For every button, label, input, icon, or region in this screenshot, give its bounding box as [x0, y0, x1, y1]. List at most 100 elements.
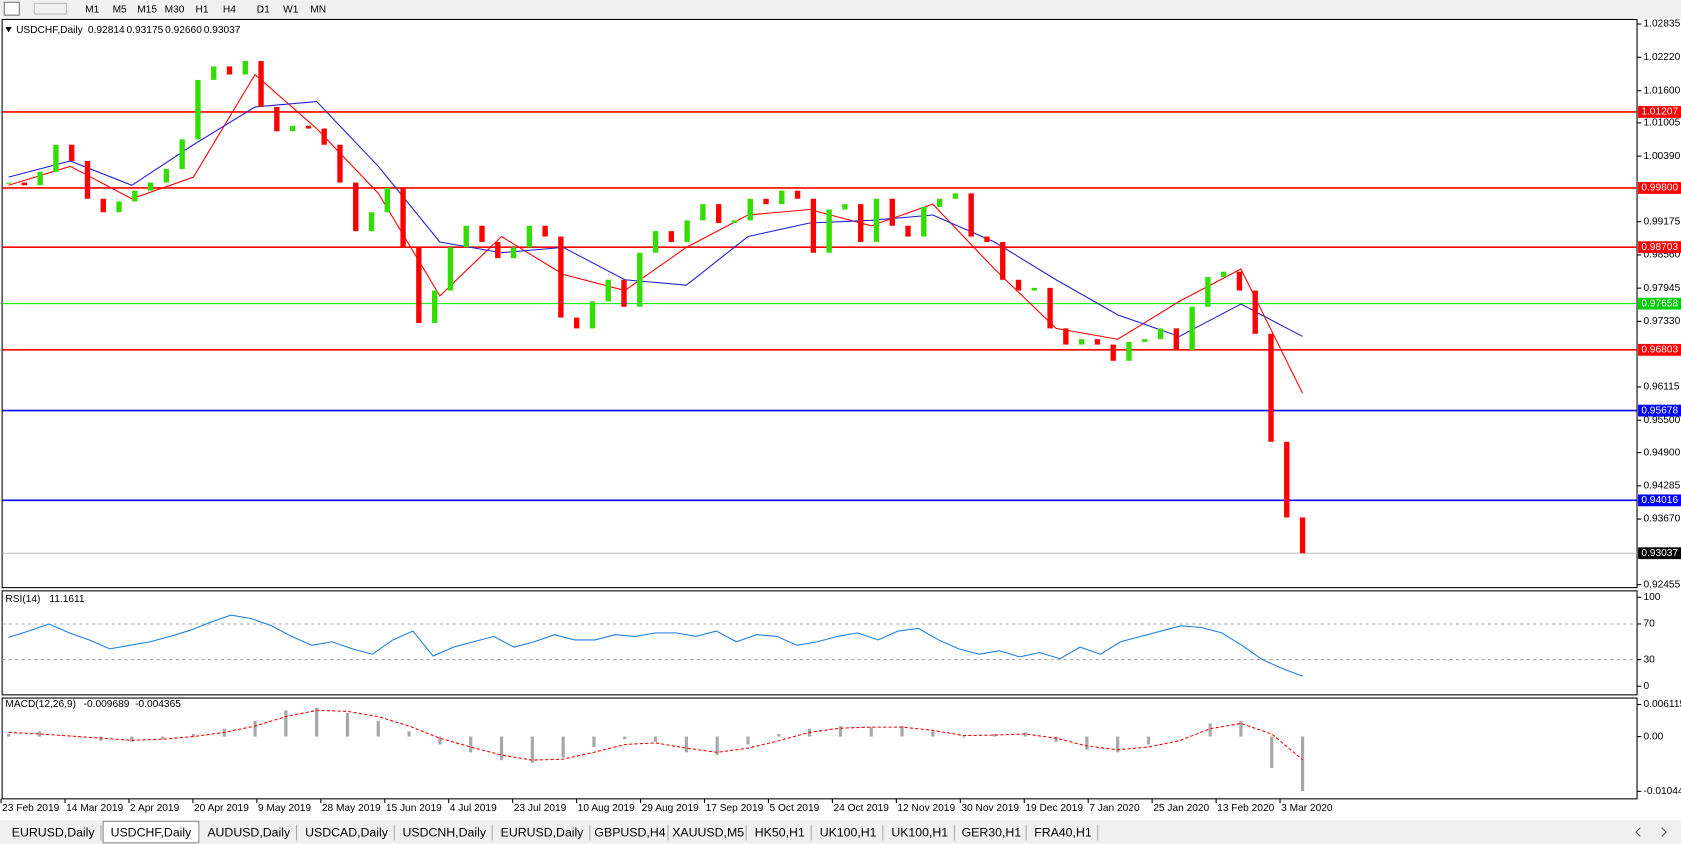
candle: [1094, 339, 1101, 345]
x-tick-label: 17 Sep 2019: [706, 803, 764, 814]
tab[interactable]: [200, 822, 297, 842]
y-tick-label: 0.93670: [1643, 514, 1680, 525]
tab-label[interactable]: FRA40,H1: [1034, 825, 1092, 839]
macd-bar: [1270, 736, 1274, 769]
macd-bar: [561, 736, 565, 758]
candle: [1126, 341, 1132, 361]
candle: [637, 252, 643, 307]
y-tick-label: 70: [1643, 619, 1655, 630]
timeframe-button[interactable]: M1: [85, 4, 99, 15]
tab-label[interactable]: USDCNH,Daily: [403, 825, 487, 839]
text-tool-icon[interactable]: [3, 1, 20, 16]
tab-scroll-left[interactable]: [1635, 827, 1641, 837]
tab[interactable]: [591, 822, 669, 842]
y-tick-label: 0.95500: [1643, 415, 1680, 426]
candle: [716, 204, 722, 224]
level-label-box: [1638, 182, 1681, 194]
candle: [589, 301, 596, 329]
macd-bar: [499, 736, 504, 761]
tab-label[interactable]: AUDUSD,Daily: [207, 825, 291, 839]
macd-bar: [438, 736, 442, 745]
timeframe-button[interactable]: D1: [257, 4, 270, 15]
macd-bar: [931, 731, 935, 737]
candle: [763, 198, 769, 205]
tab[interactable]: [956, 822, 1027, 842]
candle: [353, 182, 359, 232]
candle: [1173, 328, 1179, 350]
macd-bar: [1054, 736, 1058, 742]
candle: [163, 169, 170, 183]
timeframe-button[interactable]: W1: [283, 4, 299, 15]
tab-label[interactable]: UK100,H1: [820, 825, 877, 839]
candle: [147, 182, 154, 191]
tab[interactable]: [5, 822, 101, 842]
candle: [69, 144, 75, 161]
candle: [1189, 306, 1195, 350]
x-tick-label: 25 Jan 2020: [1153, 803, 1209, 814]
x-tick-label: 23 Jul 2019: [514, 803, 567, 814]
macd-bar: [6, 733, 11, 737]
macd-bar: [992, 733, 997, 737]
tab-label[interactable]: XAUUSD,M5: [672, 825, 744, 839]
macd-bar: [1116, 736, 1120, 753]
tab[interactable]: [494, 822, 590, 842]
x-tick-label: 29 Aug 2019: [642, 803, 699, 814]
macd-bar: [191, 733, 196, 737]
timeframe-button[interactable]: M15: [137, 4, 157, 15]
candle: [921, 206, 927, 237]
candle: [858, 204, 864, 242]
x-tick-label: 28 May 2019: [322, 803, 381, 814]
candle: [100, 198, 106, 213]
candle: [84, 160, 91, 199]
candle: [826, 209, 832, 253]
candle: [53, 144, 59, 172]
tab-label[interactable]: UK100,H1: [891, 825, 948, 839]
y-tick-label: 0.97945: [1643, 283, 1680, 294]
tab[interactable]: [813, 822, 883, 842]
candle: [5, 182, 12, 184]
tab-label[interactable]: USDCHF,Daily: [111, 825, 193, 839]
toolbar: [0, 0, 1681, 19]
macd-bar: [530, 736, 534, 763]
x-tick-label: 5 Oct 2019: [770, 803, 820, 814]
level-label-box: [1638, 404, 1681, 417]
line-tool-icon[interactable]: [33, 2, 68, 15]
tab[interactable]: [1028, 822, 1098, 842]
timeframe-button[interactable]: MN: [310, 4, 326, 15]
timeframe-button[interactable]: M5: [113, 4, 127, 15]
y-tick-label: -0.010441: [1643, 786, 1681, 797]
timeframe-button[interactable]: H1: [195, 4, 208, 15]
y-tick-label: 1.02220: [1643, 52, 1680, 63]
macd-bar: [653, 736, 658, 742]
tab[interactable]: [298, 822, 395, 842]
candle: [242, 61, 248, 75]
x-tick-label: 15 Jun 2019: [386, 803, 442, 814]
tab[interactable]: [670, 822, 747, 842]
candle: [431, 290, 438, 323]
macd-bar: [407, 731, 411, 737]
macd-bar: [284, 710, 288, 737]
tab[interactable]: [396, 822, 493, 842]
candle: [495, 241, 501, 259]
macd-bar: [1300, 736, 1305, 792]
tab[interactable]: [884, 822, 955, 842]
tab-label[interactable]: USDCAD,Daily: [305, 825, 389, 839]
candle: [1015, 279, 1022, 291]
tab[interactable]: [748, 822, 812, 842]
level-label: 0.95678: [1641, 405, 1678, 416]
timeframe-button[interactable]: H4: [223, 4, 236, 15]
candle: [132, 190, 138, 202]
candle: [558, 236, 564, 318]
tab-label[interactable]: EURUSD,Daily: [501, 825, 585, 839]
level-label: 0.94016: [1641, 495, 1678, 506]
y-tick-label: 0.96115: [1643, 382, 1679, 393]
tab-label[interactable]: GBPUSD,H4: [594, 825, 665, 839]
tab-scroll-right[interactable]: [1661, 827, 1667, 837]
timeframe-button[interactable]: M30: [165, 4, 185, 15]
tab-label[interactable]: HK50,H1: [755, 825, 805, 839]
y-tick-label: 0.00: [1643, 731, 1663, 742]
tab-label[interactable]: EURUSD,Daily: [12, 825, 96, 839]
level-label-box: [1638, 297, 1681, 310]
macd-bar: [900, 726, 904, 737]
tab-label[interactable]: GER30,H1: [962, 825, 1022, 839]
